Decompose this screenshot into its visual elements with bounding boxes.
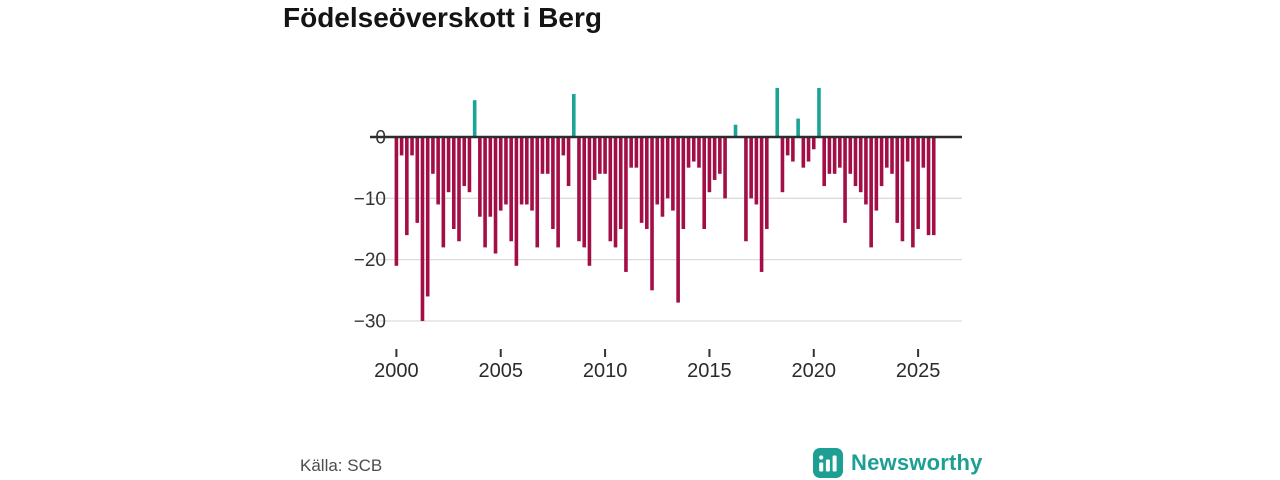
newsworthy-wordmark: Newsworthy — [851, 450, 983, 475]
svg-text:−30: −30 — [354, 311, 386, 332]
svg-text:2005: 2005 — [478, 360, 523, 382]
chart-title: Födelseöverskott i Berg — [283, 2, 602, 33]
newsworthy-logo: Newsworthy — [813, 447, 983, 479]
svg-text:2000: 2000 — [374, 360, 419, 382]
svg-text:2010: 2010 — [583, 360, 628, 382]
bar-chart: 0 −10 −20 −30 2000 2005 2010 2015 2020 2025 — [354, 87, 962, 382]
svg-text:2025: 2025 — [896, 360, 941, 382]
svg-text:2020: 2020 — [792, 360, 837, 382]
svg-text:0: 0 — [375, 128, 386, 149]
svg-text:2015: 2015 — [687, 360, 732, 382]
newsworthy-icon — [813, 448, 843, 478]
source-label: Källa: SCB — [300, 456, 383, 475]
svg-text:−20: −20 — [354, 250, 386, 271]
svg-text:−10: −10 — [354, 189, 386, 210]
